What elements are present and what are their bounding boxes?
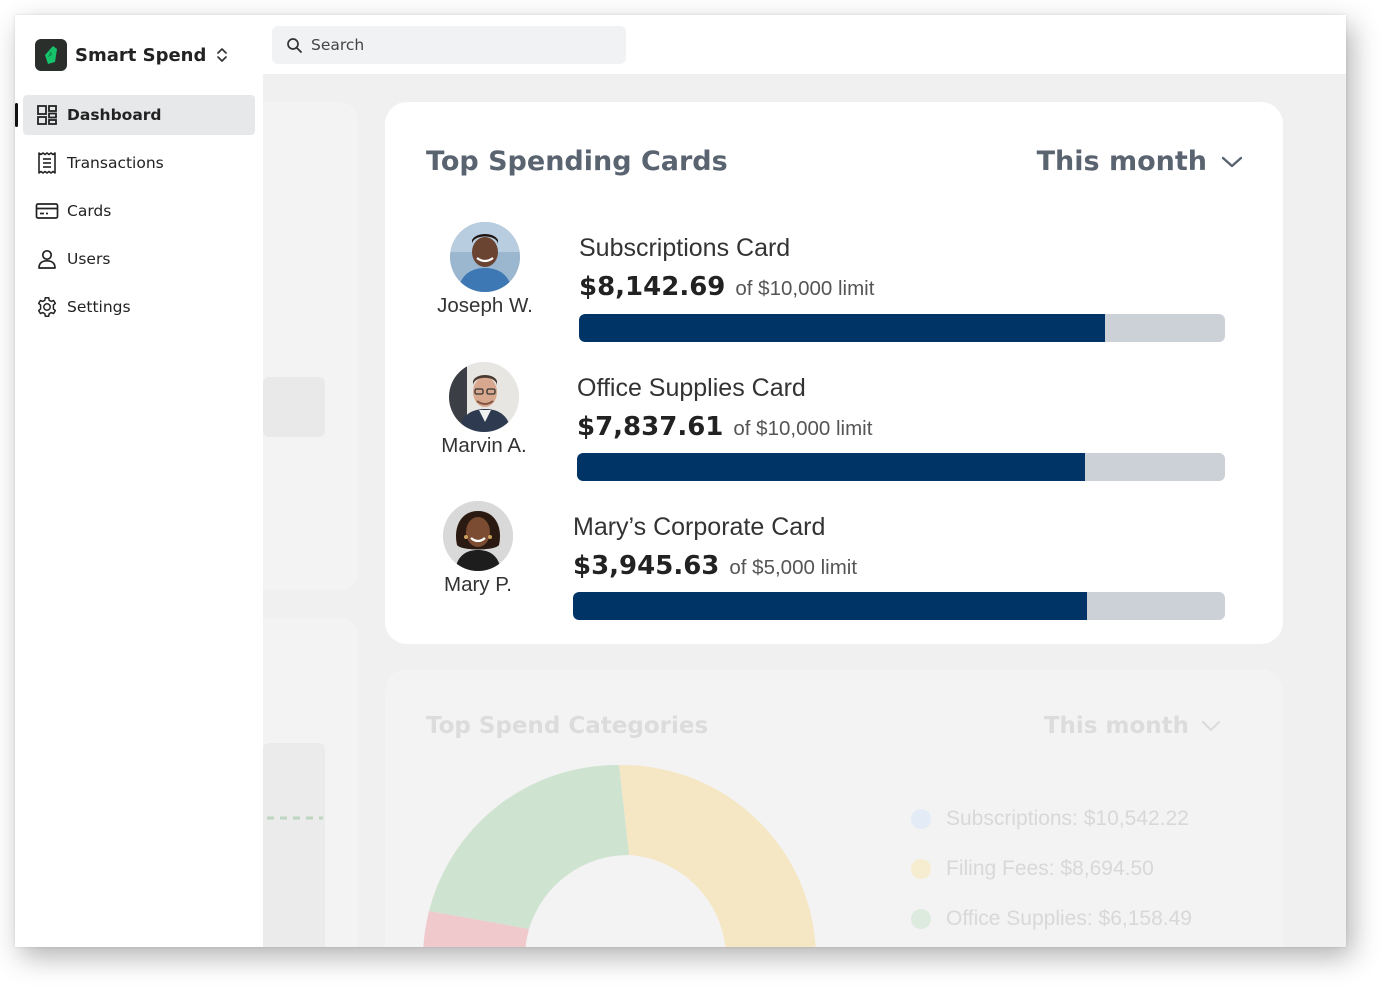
search-placeholder: Search (311, 36, 365, 54)
limit-text: of $10,000 limit (733, 417, 873, 440)
period-dropdown[interactable]: This month (1044, 713, 1221, 739)
receipt-icon (35, 151, 59, 175)
chevron-down-icon (1221, 156, 1243, 167)
leaf-logo-notch (48, 51, 52, 57)
spending-card-row[interactable]: Mary P. Mary’s Corporate Card $3,945.63 … (385, 501, 1283, 620)
card-name: Subscriptions Card (579, 234, 791, 262)
spending-card-row[interactable]: Marvin A. Office Supplies Card $7,837.61… (385, 362, 1283, 481)
donut-slice-subscriptions (619, 764, 816, 947)
legend-label: Subscriptions: $10,542.22 (946, 807, 1189, 830)
sidebar-item-label: Dashboard (67, 106, 162, 124)
limit-text: of $10,000 limit (735, 277, 875, 300)
dashboard-icon (35, 103, 59, 127)
legend-item: Subscriptions: $10,542.22 (911, 807, 1192, 831)
sidebar-item-transactions[interactable]: Transactions (23, 143, 255, 183)
top-spend-categories-panel: Top Spend Categories This month Subscrip… (385, 669, 1283, 947)
background-chart-area (263, 743, 325, 947)
amount-line: $8,142.69 of $10,000 limit (579, 272, 874, 302)
avatar-photo (443, 501, 513, 571)
sidebar-item-dashboard[interactable]: Dashboard (15, 95, 255, 135)
legend-item: Filing Fees: $8,694.50 (911, 857, 1192, 881)
spend-progress-fill (579, 314, 1106, 342)
sidebar-item-label: Cards (67, 202, 112, 220)
cardholder: Marvin A. (414, 362, 554, 458)
cardholder-name: Marvin A. (441, 434, 527, 457)
search-icon (287, 37, 302, 53)
legend-dot (911, 859, 931, 879)
background-dashed-line (267, 816, 323, 820)
brand-logo (35, 39, 67, 71)
chevron-down-icon (1201, 720, 1221, 732)
avatar-photo (449, 362, 519, 432)
avatar (443, 501, 513, 571)
sidebar-item-label: Transactions (67, 154, 164, 172)
avatar (450, 222, 520, 292)
legend-dot (911, 909, 931, 929)
period-label: This month (1043, 713, 1189, 739)
legend-label: Filing Fees: $8,694.50 (946, 857, 1154, 880)
sidebar-item-label: Users (67, 250, 111, 268)
spend-progress-bar (579, 314, 1225, 342)
avatar (449, 362, 519, 432)
amount-line: $7,837.61 of $10,000 limit (577, 412, 872, 442)
spend-progress-fill (573, 592, 1088, 620)
cardholder-name: Joseph W. (437, 294, 533, 317)
gear-icon (35, 295, 59, 319)
period-label: This month (1036, 146, 1207, 177)
panel-title: Top Spend Categories (426, 713, 709, 739)
spent-amount: $7,837.61 (577, 412, 724, 442)
sidebar-nav: Dashboard Transactions (15, 95, 255, 335)
app-window: Smart Spend Dashboard (15, 15, 1346, 947)
panel-title: Top Spending Cards (426, 146, 728, 177)
card-name: Office Supplies Card (577, 374, 806, 402)
donut-chart (423, 764, 816, 947)
leaf-logo-icon (45, 46, 57, 64)
avatar-photo (450, 222, 520, 292)
user-icon (35, 247, 59, 271)
card-name: Mary’s Corporate Card (573, 513, 826, 541)
sidebar: Smart Spend Dashboard (15, 15, 263, 947)
legend-label: Office Supplies: $6,158.49 (946, 907, 1192, 930)
spend-progress-bar (577, 453, 1225, 481)
legend-item: Office Supplies: $6,158.49 (911, 907, 1192, 931)
search-input[interactable]: Search (272, 26, 626, 64)
limit-text: of $5,000 limit (729, 556, 858, 579)
amount-line: $3,945.63 of $5,000 limit (573, 551, 857, 581)
sidebar-item-label: Settings (67, 298, 131, 316)
legend-dot (911, 809, 931, 829)
donut-slice-filing-fees (429, 764, 629, 929)
sidebar-item-settings[interactable]: Settings (23, 287, 255, 327)
credit-card-icon (35, 199, 59, 223)
workspace-switcher[interactable]: Smart Spend (35, 39, 228, 71)
spend-progress-fill (577, 453, 1085, 481)
background-panel-block (263, 377, 325, 437)
spending-card-row[interactable]: Joseph W. Subscriptions Card $8,142.69 o… (385, 222, 1283, 342)
spend-progress-bar (573, 592, 1225, 620)
cardholder: Joseph W. (415, 222, 555, 318)
top-spending-cards-panel: Top Spending Cards This month (385, 102, 1283, 644)
sidebar-item-cards[interactable]: Cards (23, 191, 255, 231)
cardholder-name: Mary P. (444, 573, 512, 596)
donut-slice-office-supplies (423, 911, 529, 947)
period-dropdown[interactable]: This month (1037, 146, 1243, 177)
spent-amount: $3,945.63 (573, 551, 720, 581)
top-bar: Search (263, 15, 1346, 74)
chevron-up-down-icon (217, 48, 228, 62)
chart-legend: Subscriptions: $10,542.22 Filing Fees: $… (911, 807, 1192, 947)
app-name: Smart Spend (75, 44, 207, 66)
cardholder: Mary P. (408, 501, 548, 597)
spent-amount: $8,142.69 (579, 272, 726, 302)
sidebar-item-users[interactable]: Users (23, 239, 255, 279)
